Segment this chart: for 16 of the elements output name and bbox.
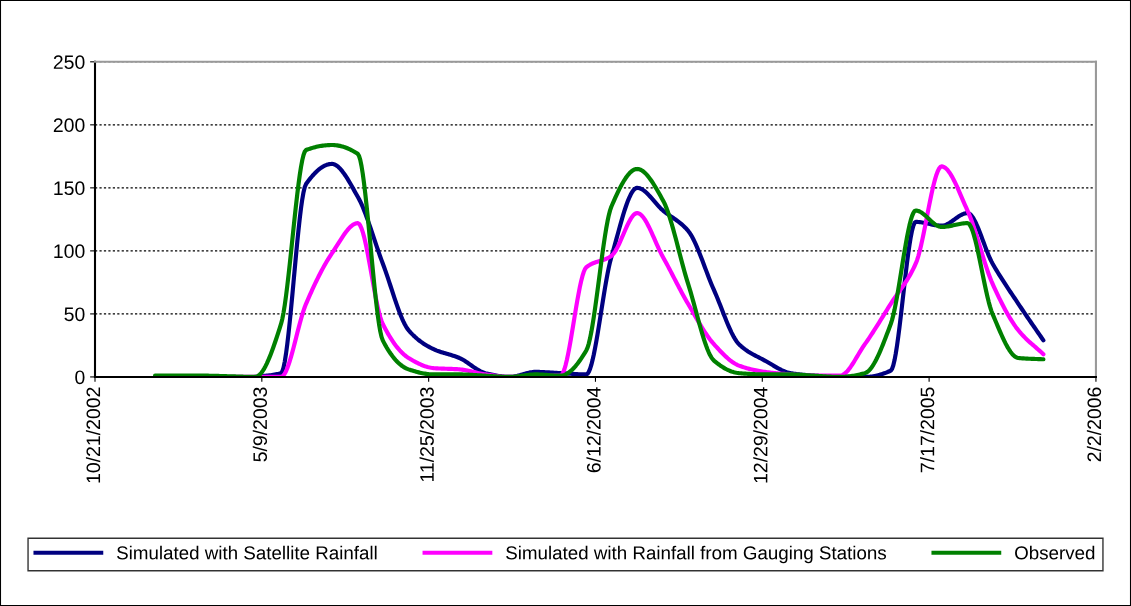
x-tick-label: 6/12/2004 <box>586 387 601 473</box>
x-tick-label: 12/29/2004 <box>753 387 768 483</box>
y-tick-label: 0 <box>75 370 85 385</box>
y-tick-label: 100 <box>54 244 85 259</box>
x-tick-label: 2/2/2006 <box>1086 387 1102 462</box>
y-tick-label: 250 <box>53 55 85 70</box>
legend-label: Simulated with Rainfall from Gauging Stations <box>506 545 887 564</box>
y-tick-label: 200 <box>53 118 85 133</box>
x-tick-label: 7/17/2005 <box>920 387 935 473</box>
legend-label: Observed <box>1015 545 1095 560</box>
x-tick-label: 11/25/2003 <box>419 387 434 482</box>
y-tick-label: 50 <box>64 307 85 322</box>
legend-label: Simulated with Satellite Rainfall <box>117 545 377 560</box>
y-tick-label: 150 <box>54 181 85 196</box>
x-tick-label: 5/9/2003 <box>252 387 268 462</box>
x-tick-label: 10/21/2002 <box>85 387 101 483</box>
